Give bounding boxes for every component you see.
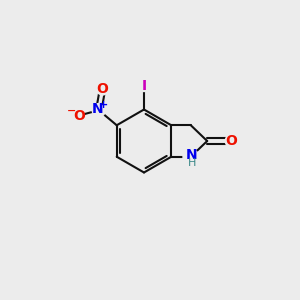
- Text: H: H: [188, 158, 196, 168]
- Text: +: +: [99, 100, 108, 110]
- Text: O: O: [74, 109, 86, 123]
- Text: N: N: [186, 148, 197, 162]
- Text: O: O: [225, 134, 237, 148]
- Text: I: I: [141, 79, 147, 93]
- Text: O: O: [97, 82, 109, 96]
- Circle shape: [225, 135, 237, 147]
- Circle shape: [139, 81, 149, 92]
- Text: −: −: [67, 106, 76, 116]
- Circle shape: [72, 110, 84, 122]
- Circle shape: [97, 83, 109, 95]
- Circle shape: [92, 103, 105, 117]
- Text: N: N: [92, 102, 104, 116]
- Circle shape: [183, 149, 199, 164]
